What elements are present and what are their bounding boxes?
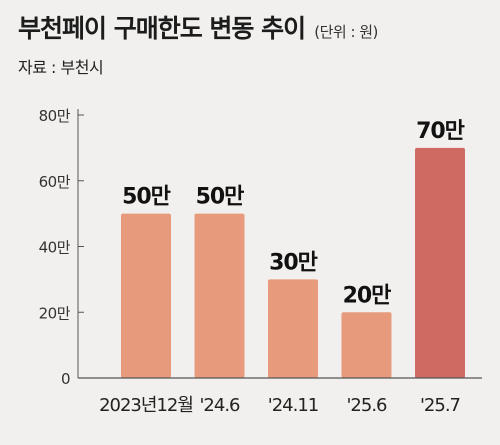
y-tick-label: 40만 <box>39 239 71 257</box>
source-label: 자료 : 부천시 <box>18 58 104 77</box>
x-tick-label: '25.6 <box>346 395 387 416</box>
title-row: 부천페이 구매한도 변동 추이 (단위 : 원) <box>18 16 378 41</box>
x-tick-label: '25.7 <box>420 395 460 416</box>
y-tick-label: 60만 <box>39 173 71 191</box>
y-tick-label: 80만 <box>39 107 71 125</box>
y-tick-label: 20만 <box>39 304 71 322</box>
bar-data-label: 20만 <box>343 283 392 308</box>
bar <box>194 213 245 378</box>
bar-data-label: 30만 <box>269 250 318 275</box>
bar <box>121 213 171 378</box>
unit-label: (단위 : 원) <box>314 23 378 41</box>
bar <box>268 279 318 378</box>
bar-data-label: 50만 <box>196 185 245 210</box>
x-tick-label: 2023년12월 <box>99 395 193 416</box>
chart-title: 부천페이 구매한도 변동 추이 <box>18 14 306 43</box>
bar <box>341 312 392 378</box>
bar-data-label: 50만 <box>122 185 171 210</box>
bar-data-label: 70만 <box>416 119 465 144</box>
bar <box>415 147 465 378</box>
y-tick-label: 0 <box>61 370 70 388</box>
x-tick-label: '24.6 <box>199 395 240 416</box>
x-tick-label: '24.11 <box>268 395 318 416</box>
